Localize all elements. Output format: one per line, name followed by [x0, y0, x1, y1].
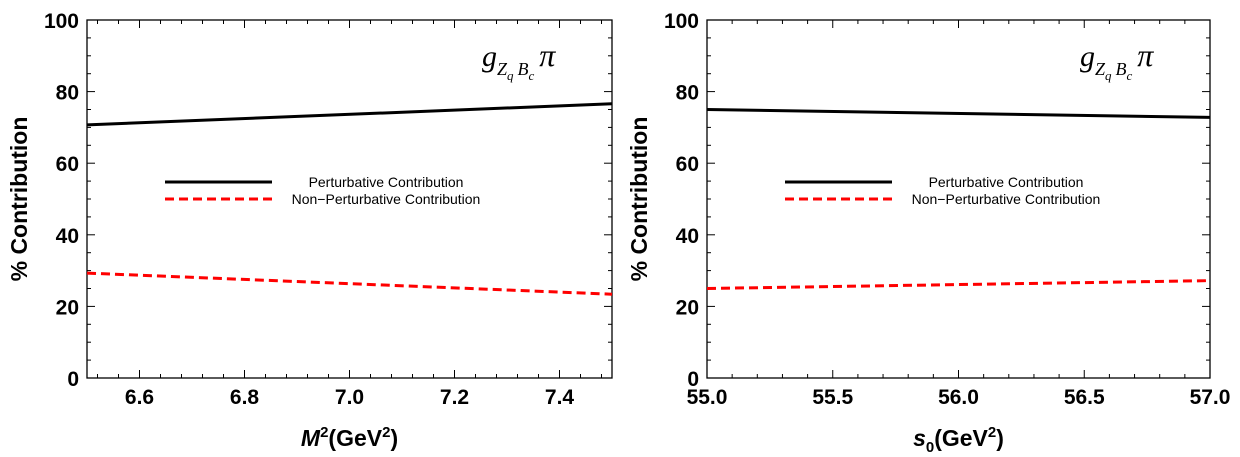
series-line-non-perturbative — [86, 271, 613, 296]
annotation-sub-b: B — [518, 59, 529, 79]
legend-label: Non−Perturbative Contribution — [292, 191, 481, 207]
x-axis-title-symbol: s — [913, 425, 926, 451]
x-axis-title-unit: (GeV — [934, 425, 988, 451]
x-axis-title: M2(GeV2) — [301, 424, 398, 451]
coupling-annotation: gZq Bcπ — [1080, 37, 1154, 83]
x-tick-label: 55.0 — [687, 386, 728, 409]
annotation-sub-z: Z — [1095, 59, 1106, 79]
legend-label: Perturbative Contribution — [929, 174, 1084, 190]
x-axis-title-unit: (GeV — [328, 425, 382, 451]
x-axis-title-symbol: M — [301, 425, 321, 451]
y-tick-label: 0 — [687, 368, 699, 391]
x-tick-label: 7.4 — [545, 386, 575, 409]
annotation-sub-q: q — [507, 68, 514, 83]
annotation-sub-b: B — [1116, 59, 1127, 79]
x-tick-label: 7.0 — [335, 386, 364, 409]
annotation-sub-c: c — [529, 68, 535, 83]
x-axis-title: s0(GeV2) — [913, 424, 1004, 456]
x-axis-title-unit-sup: 2 — [382, 424, 390, 441]
coupling-annotation: gZq Bcπ — [482, 37, 556, 83]
annotation-pi: π — [1137, 37, 1154, 73]
series-line-perturbative — [706, 108, 1211, 119]
x-axis-title-sub: 0 — [926, 439, 934, 456]
x-tick-label: 7.2 — [440, 386, 469, 409]
x-tick-label: 56.5 — [1064, 386, 1105, 409]
y-tick-label: 0 — [67, 368, 79, 391]
series-line-non-perturbative — [706, 279, 1211, 290]
y-tick-label: 80 — [56, 82, 79, 105]
x-axis-title-unit-close: ) — [390, 425, 398, 451]
y-tick-label: 80 — [676, 82, 699, 105]
x-tick-label: 56.0 — [938, 386, 979, 409]
x-tick-label: 55.5 — [812, 386, 853, 409]
y-tick-label: 20 — [56, 296, 79, 319]
legend-label: Perturbative Contribution — [309, 174, 464, 190]
annotation-g: g — [1080, 40, 1095, 73]
y-tick-label: 60 — [56, 153, 79, 176]
y-tick-label: 20 — [676, 296, 699, 319]
x-axis-title-unit-close: ) — [996, 425, 1004, 451]
chart-panel-1: 0 20 40 60 80 100 6.6 6.8 7.0 7.2 7.4 % Contributio… — [6, 10, 613, 451]
y-tick-label: 40 — [676, 225, 699, 248]
x-tick-label: 6.6 — [125, 386, 154, 409]
y-tick-label: 40 — [56, 225, 79, 248]
x-axis-title-sup: 2 — [320, 424, 328, 441]
y-axis-title: % Contribution — [6, 117, 32, 282]
annotation-g: g — [482, 40, 497, 73]
x-axis-title-unit-sup: 2 — [988, 424, 996, 441]
x-tick-label: 6.8 — [230, 386, 260, 409]
y-tick-label: 100 — [664, 10, 699, 33]
annotation-sub-c: c — [1127, 68, 1133, 83]
y-tick-label: 60 — [676, 153, 699, 176]
annotation-sub-z: Z — [497, 59, 508, 79]
annotation-pi: π — [539, 37, 556, 73]
annotation-sub-q: q — [1105, 68, 1112, 83]
y-axis-title: % Contribution — [626, 117, 652, 282]
series-line-perturbative — [86, 102, 613, 127]
x-tick-label: 57.0 — [1190, 386, 1231, 409]
legend-label: Non−Perturbative Contribution — [912, 191, 1101, 207]
y-tick-label: 100 — [44, 10, 79, 33]
